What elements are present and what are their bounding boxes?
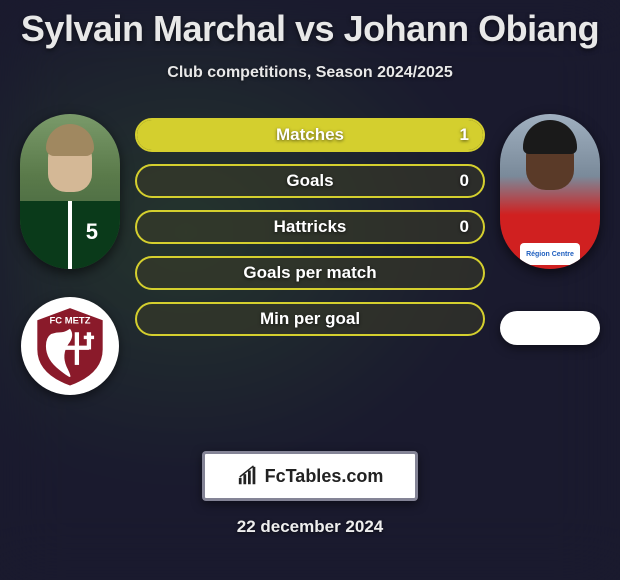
stat-bar-goals: Goals 0 (135, 164, 485, 198)
comparison-body: FC METZ Matches 1 Goals 0 Hattrick (0, 114, 620, 395)
metz-crest-icon: FC METZ (27, 303, 113, 389)
player2-photo: Région Centre (500, 114, 600, 269)
stat-bar-label: Min per goal (260, 309, 360, 329)
stat-bar-goals-per-match: Goals per match (135, 256, 485, 290)
player1-jersey (20, 201, 120, 269)
chart-icon (237, 465, 259, 487)
footer-date: 22 december 2024 (237, 517, 384, 537)
stat-bar-hattricks-p2-value: 0 (460, 217, 469, 237)
brand-badge[interactable]: FcTables.com (202, 451, 418, 501)
player2-sponsor-badge: Région Centre (520, 243, 580, 265)
player1-hair (46, 124, 94, 156)
player2-club-pill (500, 311, 600, 345)
stat-bars: Matches 1 Goals 0 Hattricks 0 Goals per … (135, 114, 485, 336)
player1-club-logo: FC METZ (21, 297, 119, 395)
player2-hair (523, 120, 577, 154)
stat-bar-goals-p2-value: 0 (460, 171, 469, 191)
page-title: Sylvain Marchal vs Johann Obiang (21, 8, 599, 50)
stat-bar-label: Hattricks (274, 217, 347, 237)
player2-column: Région Centre (490, 114, 610, 345)
stat-bar-hattricks: Hattricks 0 (135, 210, 485, 244)
subtitle: Club competitions, Season 2024/2025 (167, 64, 452, 82)
stat-bar-label: Goals (286, 171, 333, 191)
stat-bar-label: Goals per match (243, 263, 376, 283)
stat-bar-label: Matches (276, 125, 344, 145)
stat-bar-matches-p2-value: 1 (460, 125, 469, 145)
brand-text: FcTables.com (265, 466, 384, 487)
comparison-card: Sylvain Marchal vs Johann Obiang Club co… (0, 0, 620, 580)
stat-bar-matches: Matches 1 (135, 118, 485, 152)
player1-photo (20, 114, 120, 269)
svg-text:FC METZ: FC METZ (50, 316, 91, 327)
stat-bar-min-per-goal: Min per goal (135, 302, 485, 336)
player1-column: FC METZ (10, 114, 130, 395)
